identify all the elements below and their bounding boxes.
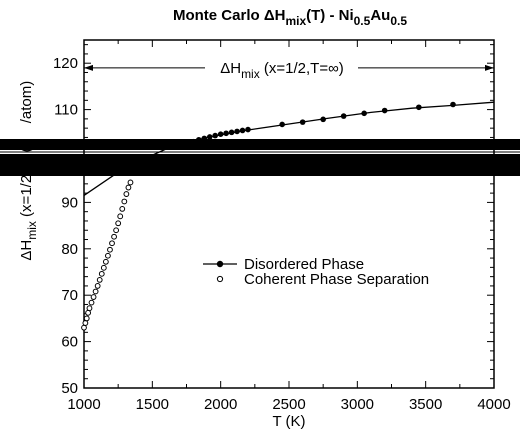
- disordered-phase-point: [299, 119, 306, 125]
- disordered-phase-point: [234, 128, 240, 135]
- x-tick-label: 1500: [136, 396, 169, 413]
- coherent-phase-point: [115, 220, 122, 227]
- coherent-phase-point: [113, 227, 120, 234]
- y-tick-label: 50: [61, 380, 78, 397]
- x-tick-label: 2000: [204, 396, 237, 413]
- y-tick-label: 60: [61, 334, 78, 351]
- disordered-phase-point: [279, 121, 285, 128]
- coherent-phase-point: [117, 213, 124, 220]
- legend-label-disordered: Disordered Phase: [244, 256, 364, 273]
- x-tick-label: 2500: [272, 396, 305, 413]
- coherent-phase-point: [96, 276, 103, 283]
- coherent-phase-point: [82, 320, 89, 326]
- chart-title: Monte Carlo ΔHmix(T) - Ni0.5Au0.5: [173, 7, 407, 28]
- coherent-phase-point: [90, 294, 97, 300]
- disordered-phase-point: [361, 110, 367, 117]
- x-tick-labels: 1000 1500 2000 2500 3000 3500 4000: [67, 396, 510, 413]
- x-tick-label: 4000: [477, 396, 510, 413]
- plot-frame: [83, 39, 495, 389]
- coherent-phase-point: [102, 258, 109, 265]
- y-tick-label: 110: [54, 102, 78, 119]
- coherent-phase-point: [119, 205, 126, 212]
- coherent-phase-point: [100, 264, 107, 271]
- coherent-phase-point: [88, 299, 95, 306]
- disordered-phase-point: [340, 113, 347, 119]
- disordered-phase-point: [223, 130, 229, 137]
- axis-ticks: [83, 40, 495, 389]
- disordered-phase-point: [206, 134, 213, 140]
- redaction-band: [0, 139, 520, 176]
- coherent-phase-point: [111, 233, 117, 240]
- y-tick-label: 120: [53, 55, 78, 72]
- disordered-phase-point: [228, 129, 235, 136]
- y-tick-label: 80: [61, 241, 78, 258]
- coherent-phase-point: [92, 288, 99, 295]
- coherent-phase-separation-points: [81, 179, 134, 331]
- disordered-phase-point: [239, 127, 246, 134]
- y-tick-label: 90: [61, 194, 78, 211]
- coherent-phase-point: [127, 179, 134, 186]
- coherent-phase-point: [94, 283, 101, 289]
- legend-marker-disordered: [216, 260, 224, 268]
- y-tick-label: 70: [61, 287, 78, 304]
- coherent-phase-point: [125, 184, 132, 191]
- disordered-phase-point: [320, 116, 326, 123]
- infinite-temperature-annotation: ΔHmix (x=1/2,T=∞): [84, 60, 494, 81]
- coherent-phase-point: [81, 324, 87, 331]
- coherent-phase-point: [85, 309, 91, 316]
- x-axis-label: T (K): [272, 413, 305, 430]
- coherent-phase-point: [109, 240, 115, 247]
- annotation-label: ΔHmix (x=1/2,T=∞): [220, 60, 344, 81]
- disordered-phase-point: [245, 126, 251, 133]
- disordered-phase-point: [381, 107, 388, 114]
- annotation-arrowhead-left: [84, 64, 93, 71]
- disordered-phase-point: [450, 101, 456, 108]
- x-tick-label: 3500: [409, 396, 442, 413]
- legend: Disordered Phase Coherent Phase Separati…: [203, 256, 429, 288]
- annotation-arrowhead-right: [485, 64, 494, 71]
- coherent-phase-point: [98, 270, 105, 277]
- coherent-phase-point: [86, 305, 93, 312]
- x-tick-label: 3000: [341, 396, 374, 413]
- x-tick-label: 1000: [67, 396, 100, 413]
- y-axis-label: ΔHmix (x=1/2,T) (: [18, 147, 39, 260]
- coherent-phase-point: [107, 246, 113, 253]
- legend-label-coherent: Coherent Phase Separation: [244, 271, 429, 288]
- coherent-phase-point: [121, 198, 128, 205]
- y-tick-labels: 50 60 70 80 90 110 120: [53, 55, 78, 397]
- coherent-phase-point: [83, 315, 90, 322]
- disordered-phase-point: [416, 104, 422, 111]
- legend-marker-coherent: [216, 275, 224, 283]
- disordered-phase-point: [217, 131, 224, 137]
- coherent-phase-point: [123, 191, 130, 197]
- coherent-phase-point: [105, 252, 111, 259]
- y-axis-label-top: /atom): [18, 81, 35, 124]
- disordered-phase-point: [212, 132, 218, 139]
